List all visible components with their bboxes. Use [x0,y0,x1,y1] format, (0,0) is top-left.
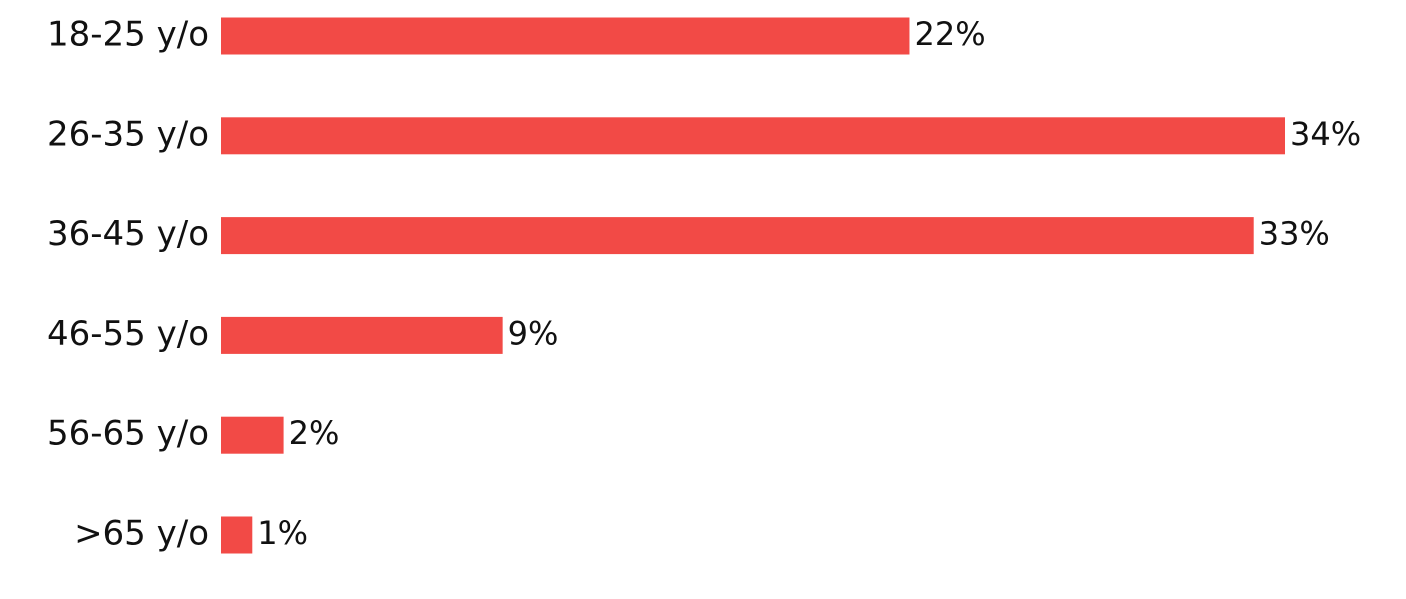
category-label: >65 y/o [74,514,209,554]
category-label: 36-45 y/o [47,214,209,254]
category-label: 56-65 y/o [47,414,209,454]
value-label: 2% [289,414,340,452]
bar [221,416,284,454]
value-label: 33% [1259,215,1330,253]
bar [221,316,503,354]
category-label: 18-25 y/o [47,15,209,55]
value-label: 22% [914,15,985,53]
category-label: 26-35 y/o [47,114,209,154]
bar [221,117,1285,155]
value-label: 9% [508,314,559,352]
bar [221,17,910,55]
bar [221,516,253,554]
bar [221,217,1254,255]
value-label: 1% [257,514,308,552]
value-label: 34% [1290,115,1361,153]
category-label: 46-55 y/o [47,314,209,354]
